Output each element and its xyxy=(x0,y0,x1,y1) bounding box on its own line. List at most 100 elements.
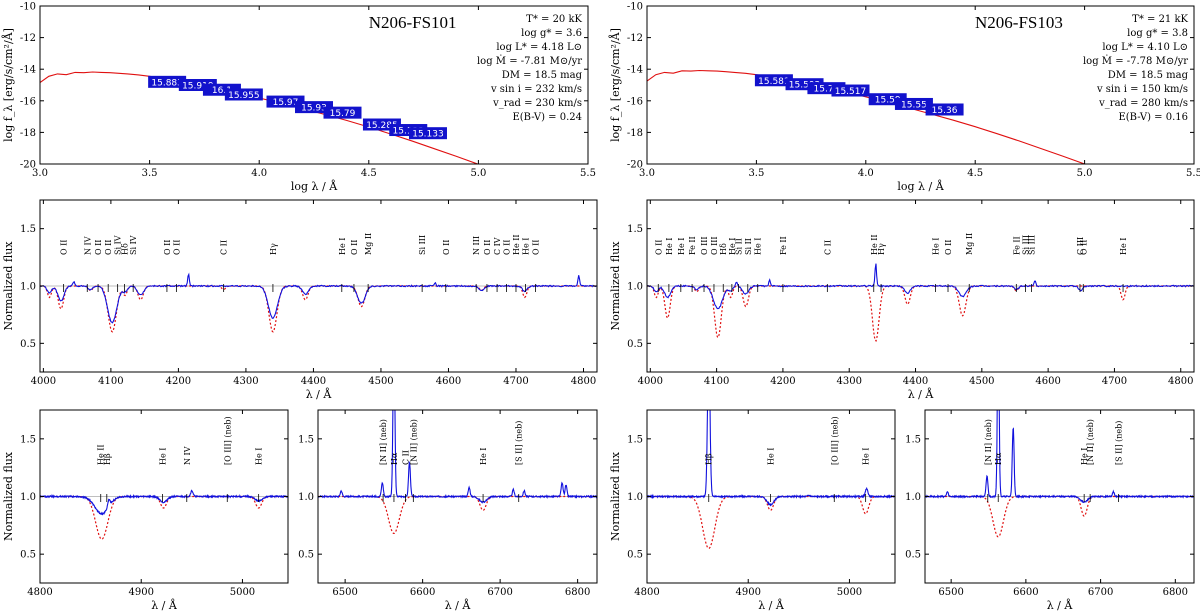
line-label: O II xyxy=(483,240,492,255)
x-tick-label: 4100 xyxy=(98,376,123,387)
line-label: O II xyxy=(163,240,172,255)
line-label: Hβ xyxy=(705,453,714,465)
photometry-label: 15.36 xyxy=(932,106,958,116)
line-label: He I xyxy=(754,238,763,255)
x-axis-label: λ / Å xyxy=(445,598,472,612)
photometry-label: 15.59 xyxy=(875,96,901,106)
photometry-label: 15.883 xyxy=(151,78,183,88)
photometry-label: 15.593 xyxy=(789,81,821,91)
x-tick-label: 4000 xyxy=(31,376,56,387)
x-tick-label: 4100 xyxy=(704,376,729,387)
line-label: O III xyxy=(710,236,719,255)
line-label: N IV xyxy=(83,236,92,255)
line-label: O II xyxy=(654,240,663,255)
line-label: Si II xyxy=(734,238,743,255)
line-label: O II xyxy=(944,240,953,255)
y-axis-label: Normalized flux xyxy=(2,241,15,331)
y-tick-label: -12 xyxy=(20,33,36,44)
y-tick-label: -10 xyxy=(627,2,643,13)
line-label: O II xyxy=(442,240,451,255)
x-tick-label: 4900 xyxy=(128,587,153,598)
x-tick-label: 4.5 xyxy=(361,168,377,179)
model-spectrum-line xyxy=(925,495,1194,538)
x-axis-label: log λ / Å xyxy=(291,179,338,193)
line-label: O II xyxy=(94,240,103,255)
stellar-parameter: DM = 18.5 mag xyxy=(1108,70,1189,81)
stellar-parameter: log g* = 3.6 xyxy=(521,28,582,39)
x-tick-label: 4.5 xyxy=(967,168,983,179)
line-label: [N II] (neb) xyxy=(409,419,418,465)
photometry-point xyxy=(831,84,870,97)
photometry-point xyxy=(894,97,933,110)
y-tick-label: 1.5 xyxy=(905,434,921,445)
photometry-point xyxy=(148,75,187,88)
stellar-parameter: DM = 18.5 mag xyxy=(502,70,583,81)
y-tick-label: 1.5 xyxy=(20,434,36,445)
x-tick-label: 6600 xyxy=(410,587,435,598)
line-label: [S II] (neb) xyxy=(515,421,524,465)
x-axis-label: λ / Å xyxy=(306,387,333,401)
y-tick-label: 0.5 xyxy=(905,550,921,561)
x-tick-label: 4200 xyxy=(770,376,795,387)
line-label: Hγ xyxy=(877,243,886,255)
y-tick-label: -16 xyxy=(20,96,36,107)
y-tick-label: -12 xyxy=(627,33,643,44)
line-label: C II xyxy=(402,450,411,465)
y-axis-label: Normalized flux xyxy=(2,451,15,541)
line-label: [O III] (neb) xyxy=(830,416,839,465)
photometry-label: 15.76 xyxy=(814,85,840,95)
y-tick-label: 0.5 xyxy=(627,550,643,561)
line-label: He II xyxy=(512,234,521,255)
x-axis-label: log λ / Å xyxy=(897,179,944,193)
line-label: Mg II xyxy=(364,233,373,255)
line-label: He I xyxy=(728,238,737,255)
line-label: He I xyxy=(521,238,530,255)
y-tick-label: 0.5 xyxy=(20,550,36,561)
plot-frame xyxy=(39,5,589,165)
photometry-label: 15.581 xyxy=(758,77,790,87)
line-label: [N II] (neb) xyxy=(984,419,993,465)
x-tick-label: 6800 xyxy=(1163,587,1188,598)
stellar-parameter: log Ṁ = -7.78 M⊙/yr xyxy=(1083,55,1188,67)
x-tick-label: 4300 xyxy=(836,376,861,387)
y-tick-label: 1.0 xyxy=(627,492,643,503)
y-tick-label: 1.5 xyxy=(627,224,643,235)
model-sed-line xyxy=(40,71,480,164)
star-title: N206-FS103 xyxy=(975,13,1063,32)
observed-spectrum-line xyxy=(647,410,895,507)
y-tick-label: 1.5 xyxy=(627,434,643,445)
y-tick-label: 1.0 xyxy=(20,492,36,503)
line-label: Hδ xyxy=(719,243,728,255)
y-tick-label: 1.5 xyxy=(20,224,36,235)
x-tick-label: 4800 xyxy=(571,376,596,387)
stellar-parameter: v_rad = 280 km/s xyxy=(1098,98,1188,109)
line-label: [N II] (neb) xyxy=(379,419,388,465)
line-label: Si IV xyxy=(129,235,138,255)
y-tick-label: 1.0 xyxy=(298,492,314,503)
line-label: O II xyxy=(104,240,113,255)
x-tick-label: 5000 xyxy=(230,587,255,598)
y-tick-label: 0.5 xyxy=(627,339,643,350)
chart-hb2: Hβ He I [O III] (neb) He I 4800 4900 5000 0.5 1.… xyxy=(609,409,896,612)
line-label: O III xyxy=(700,236,709,255)
stellar-parameter: log g* = 3.8 xyxy=(1127,28,1188,39)
line-label: C IV xyxy=(493,237,502,255)
line-label: [N II] (neb) xyxy=(1086,419,1095,465)
x-tick-label: 5.5 xyxy=(1186,168,1200,179)
y-tick-label: 1.5 xyxy=(298,434,314,445)
line-label: Si III xyxy=(418,235,427,255)
line-label: O II xyxy=(60,240,69,255)
observed-spectrum-line xyxy=(925,410,1194,504)
photometry-label: 15.133 xyxy=(412,130,444,140)
line-label: Hα xyxy=(390,452,399,465)
photometry-label: 15.955 xyxy=(228,91,260,101)
x-tick-label: 4700 xyxy=(1102,376,1127,387)
y-tick-label: -20 xyxy=(627,160,643,171)
x-tick-label: 4500 xyxy=(368,376,393,387)
y-tick-label: 1.0 xyxy=(20,282,36,293)
x-tick-label: 6700 xyxy=(1088,587,1113,598)
y-tick-label: -14 xyxy=(627,65,643,76)
